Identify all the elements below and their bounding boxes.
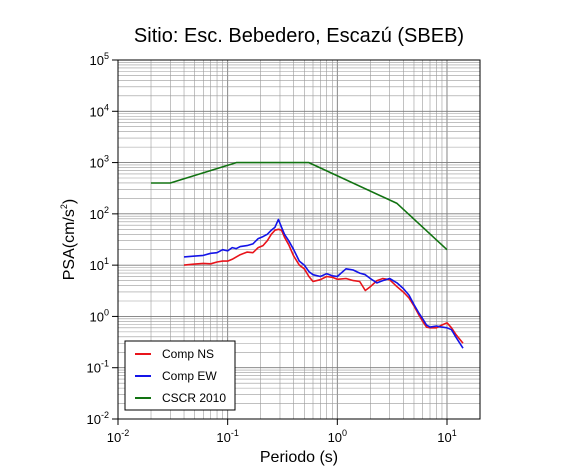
chart-title: Sitio: Esc. Bebedero, Escazú (SBEB) [134,25,464,47]
x-tick-exponent: 0 [342,428,347,438]
y-tick-label: 104 [90,102,109,119]
y-tick-base: 10 [90,309,104,324]
y-tick-base: 10 [90,156,104,171]
series-layer [151,161,464,349]
y-tick-label: 105 [90,51,109,68]
series-line-comp-ew [183,218,464,349]
y-tick-label: 10-1 [87,359,109,376]
y-tick-label: 102 [90,205,109,222]
y-axis-label-tail: ) [61,199,78,204]
y-tick-base: 10 [87,412,101,427]
y-tick-exponent: 2 [104,205,109,215]
y-tick-label: 10-2 [87,410,109,427]
x-tick-base: 10 [328,430,342,445]
y-tick-base: 10 [90,207,104,222]
y-tick-exponent: -2 [101,410,109,420]
x-tick-base: 10 [437,430,451,445]
x-tick-exponent: -1 [231,428,239,438]
x-tick-label: 101 [437,428,456,445]
plot-frame [117,59,481,420]
series-line-cscr-2010 [151,161,448,251]
y-tick-base: 10 [90,53,104,68]
x-tick-exponent: 1 [452,428,457,438]
x-tick-label: 100 [328,428,347,445]
x-tick-exponent: -2 [121,428,129,438]
legend-label: Comp EW [162,369,217,383]
y-tick-base: 10 [90,104,104,119]
y-tick-exponent: 4 [104,102,109,112]
y-tick-label: 103 [90,154,109,171]
y-tick-exponent: 0 [104,307,109,317]
y-axis-label: PSA(cm/s2) [59,199,78,280]
x-tick-base: 10 [107,430,121,445]
y-tick-exponent: 3 [104,154,109,164]
legend-label: CSCR 2010 [162,391,226,405]
x-tick-base: 10 [216,430,230,445]
y-tick-base: 10 [90,258,104,273]
y-tick-exponent: 5 [104,51,109,61]
x-tick-label: 10-1 [216,428,238,445]
y-tick-label: 101 [90,256,109,273]
x-tick-label: 10-2 [107,428,129,445]
series-line-comp-ns [183,228,464,344]
legend: Comp NS Comp EW CSCR 2010 [124,340,236,411]
y-axis-label-main: PSA(cm/s [61,209,78,280]
y-tick-exponent: 1 [104,256,109,266]
y-tick-label: 100 [90,307,109,324]
y-tick-exponent: -1 [101,359,109,369]
y-tick-base: 10 [87,361,101,376]
legend-label: Comp NS [162,347,214,361]
y-axis-label-superscript: 2 [59,204,69,209]
x-axis-label: Periodo (s) [260,449,338,466]
